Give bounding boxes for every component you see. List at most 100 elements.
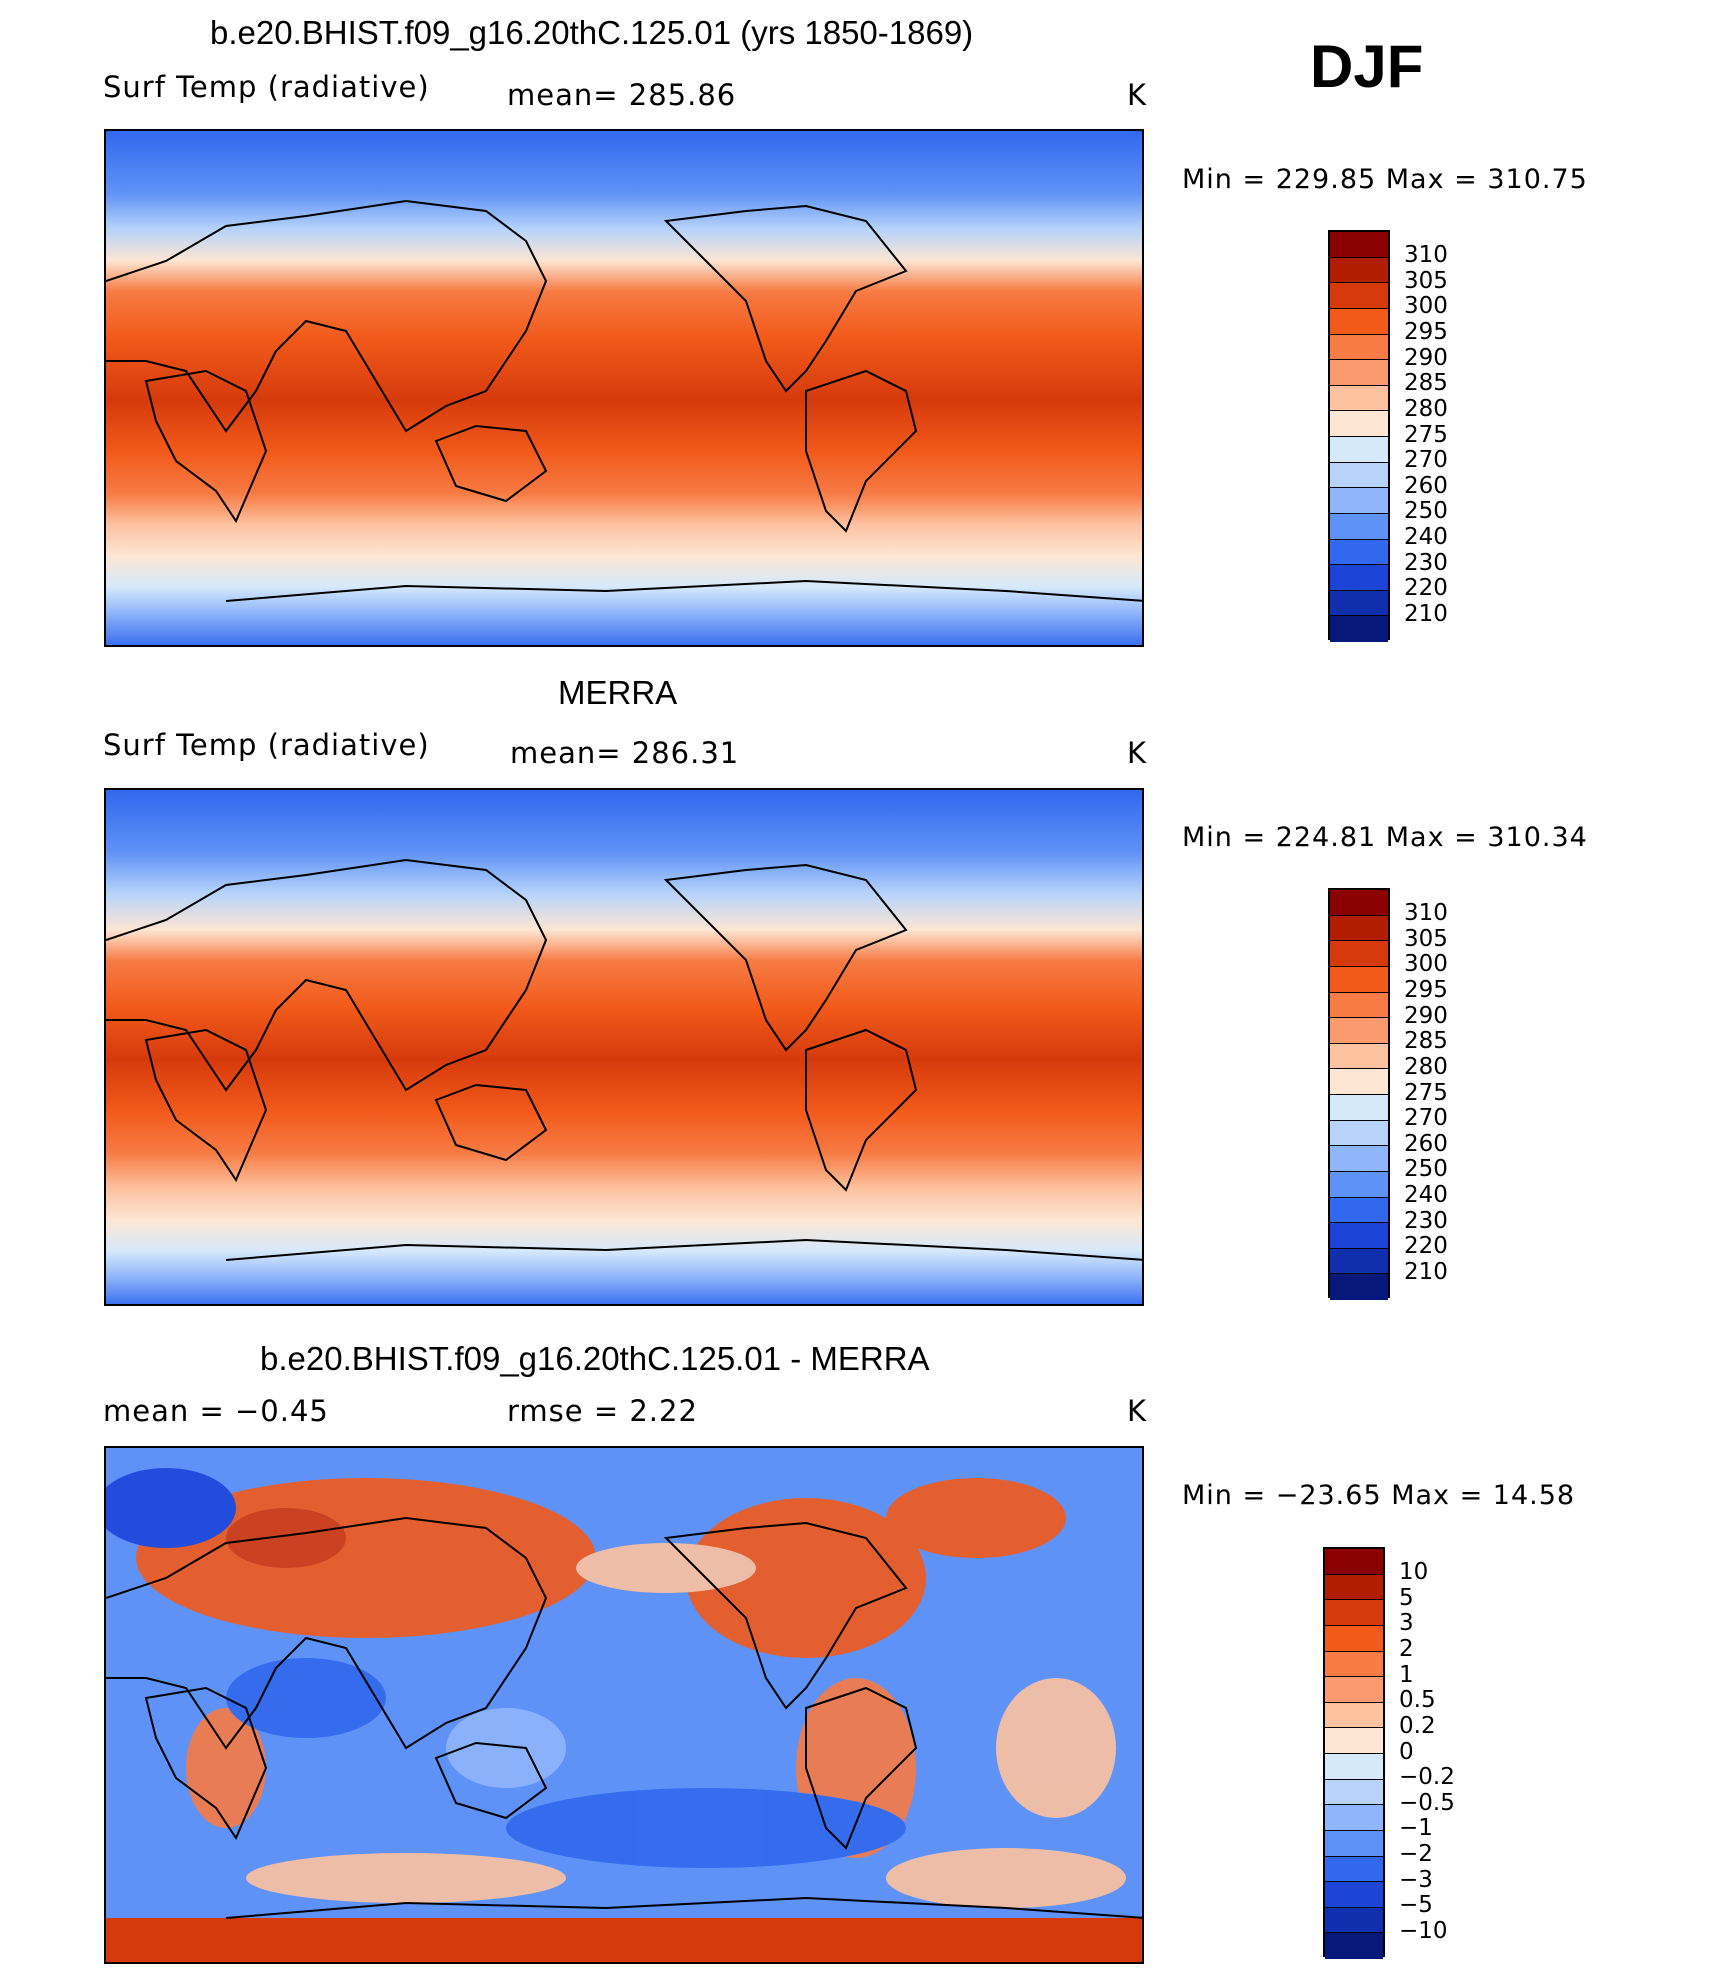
colorbar-swatch bbox=[1325, 1600, 1383, 1626]
colorbar-swatch bbox=[1330, 966, 1388, 993]
panel2-units: K bbox=[1127, 736, 1148, 770]
panel3-map bbox=[104, 1446, 1144, 1964]
colorbar-tick-label: 270 bbox=[1404, 447, 1448, 474]
colorbar-tick-label: 260 bbox=[1404, 1130, 1448, 1157]
colorbar-swatch bbox=[1330, 1223, 1388, 1249]
colorbar-swatch bbox=[1330, 411, 1388, 437]
colorbar-swatch bbox=[1325, 1933, 1383, 1959]
colorbar-swatch bbox=[1330, 1018, 1388, 1044]
colorbar-tick-label: 5 bbox=[1399, 1584, 1414, 1611]
panel3-minmax: Min = −23.65 Max = 14.58 bbox=[1182, 1480, 1576, 1511]
colorbar-swatch bbox=[1325, 1677, 1383, 1703]
colorbar-swatch bbox=[1330, 590, 1388, 617]
colorbar-tick-label: 260 bbox=[1404, 472, 1448, 499]
panel1-minmax: Min = 229.85 Max = 310.75 bbox=[1182, 164, 1588, 195]
colorbar-tick-label: 300 bbox=[1404, 951, 1448, 978]
colorbar-tick-label: 220 bbox=[1404, 1233, 1448, 1260]
colorbar-swatch bbox=[1330, 1248, 1388, 1275]
colorbar-swatch bbox=[1325, 1625, 1383, 1652]
colorbar-swatch bbox=[1325, 1907, 1383, 1934]
colorbar-swatch bbox=[1330, 616, 1388, 642]
colorbar-swatch bbox=[1330, 437, 1388, 463]
colorbar-tick-label: 2 bbox=[1399, 1636, 1414, 1662]
panel3-units: K bbox=[1127, 1394, 1148, 1428]
panel1-title: b.e20.BHIST.f09_g16.20thC.125.01 (yrs 18… bbox=[210, 14, 974, 51]
colorbar-tick-label: 275 bbox=[1404, 421, 1448, 448]
colorbar-tick-label: 280 bbox=[1404, 395, 1448, 422]
colorbar-tick-label: 0 bbox=[1399, 1738, 1414, 1765]
colorbar-tick-label: 275 bbox=[1404, 1079, 1448, 1106]
colorbar-swatch bbox=[1330, 257, 1388, 284]
colorbar-swatch bbox=[1330, 360, 1388, 386]
colorbar-tick-label: −0.5 bbox=[1399, 1789, 1455, 1816]
colorbar-tick-label: 210 bbox=[1404, 600, 1448, 627]
colorbar-tick-label: 295 bbox=[1404, 319, 1448, 345]
colorbar-tick-label: −1 bbox=[1399, 1815, 1433, 1842]
colorbar-tick-label: −2 bbox=[1399, 1841, 1433, 1867]
colorbar-swatch bbox=[1330, 462, 1388, 489]
colorbar-tick-label: 250 bbox=[1404, 1156, 1448, 1183]
colorbar-tick-label: −10 bbox=[1399, 1917, 1448, 1944]
colorbar-swatch bbox=[1330, 232, 1388, 258]
colorbar-tick-label: 230 bbox=[1404, 1207, 1448, 1234]
colorbar-swatch bbox=[1330, 1274, 1388, 1300]
colorbar-tick-label: 285 bbox=[1404, 1028, 1448, 1055]
colorbar-tick-label: 210 bbox=[1404, 1258, 1448, 1285]
colorbar-tick-label: 310 bbox=[1404, 242, 1448, 269]
colorbar-tick-label: 1 bbox=[1399, 1661, 1414, 1688]
colorbar-swatch bbox=[1325, 1754, 1383, 1780]
colorbar-tick-label: 240 bbox=[1404, 1182, 1448, 1208]
colorbar-swatch bbox=[1325, 1574, 1383, 1601]
colorbar-tick-label: 285 bbox=[1404, 370, 1448, 397]
colorbar-swatch bbox=[1330, 1146, 1388, 1172]
colorbar-swatch bbox=[1330, 992, 1388, 1019]
colorbar-swatch bbox=[1325, 1549, 1383, 1575]
colorbar-swatch bbox=[1325, 1651, 1383, 1678]
colorbar-tick-label: 280 bbox=[1404, 1053, 1448, 1080]
colorbar-tick-label: −5 bbox=[1399, 1892, 1433, 1919]
colorbar-swatch bbox=[1330, 539, 1388, 566]
colorbar-swatch bbox=[1325, 1702, 1383, 1729]
colorbar-tick-label: 290 bbox=[1404, 344, 1448, 371]
panel2-colorbar bbox=[1328, 888, 1390, 1300]
colorbar-swatch bbox=[1325, 1779, 1383, 1806]
colorbar-swatch bbox=[1330, 283, 1388, 309]
colorbar-swatch bbox=[1325, 1728, 1383, 1754]
panel3-mean-label: mean = −0.45 bbox=[103, 1394, 329, 1428]
panel3-rmse-label: rmse = 2.22 bbox=[507, 1394, 698, 1428]
colorbar-tick-label: 305 bbox=[1404, 267, 1448, 294]
colorbar-swatch bbox=[1330, 941, 1388, 967]
panel1-units: K bbox=[1127, 78, 1148, 112]
colorbar-tick-label: 310 bbox=[1404, 900, 1448, 927]
colorbar-tick-label: 220 bbox=[1404, 575, 1448, 602]
panel1-colorbar bbox=[1328, 230, 1390, 642]
colorbar-swatch bbox=[1330, 1095, 1388, 1121]
panel1-mean-label: mean= 285.86 bbox=[507, 78, 737, 112]
colorbar-swatch bbox=[1330, 334, 1388, 361]
colorbar-tick-label: 300 bbox=[1404, 293, 1448, 320]
colorbar-tick-label: 10 bbox=[1399, 1559, 1429, 1586]
colorbar-tick-label: 295 bbox=[1404, 977, 1448, 1003]
colorbar-tick-label: 270 bbox=[1404, 1105, 1448, 1132]
colorbar-swatch bbox=[1325, 1830, 1383, 1857]
colorbar-swatch bbox=[1330, 308, 1388, 335]
colorbar-swatch bbox=[1330, 1043, 1388, 1070]
colorbar-swatch bbox=[1330, 488, 1388, 514]
colorbar-swatch bbox=[1330, 385, 1388, 412]
colorbar-tick-label: 305 bbox=[1404, 925, 1448, 952]
panel2-title: MERRA bbox=[558, 674, 678, 711]
colorbar-swatch bbox=[1330, 513, 1388, 540]
colorbar-tick-label: 240 bbox=[1404, 524, 1448, 550]
colorbar-tick-label: 3 bbox=[1399, 1610, 1414, 1637]
colorbar-swatch bbox=[1325, 1856, 1383, 1883]
colorbar-tick-label: 0.2 bbox=[1399, 1712, 1436, 1739]
panel1-variable-label: Surf Temp (radiative) bbox=[103, 70, 430, 104]
panel2-variable-label: Surf Temp (radiative) bbox=[103, 728, 430, 762]
colorbar-swatch bbox=[1330, 1120, 1388, 1147]
colorbar-swatch bbox=[1330, 565, 1388, 591]
colorbar-tick-label: −0.2 bbox=[1399, 1764, 1455, 1791]
colorbar-swatch bbox=[1325, 1805, 1383, 1831]
panel3-colorbar bbox=[1323, 1547, 1385, 1959]
panel2-minmax: Min = 224.81 Max = 310.34 bbox=[1182, 822, 1588, 853]
colorbar-tick-label: 290 bbox=[1404, 1002, 1448, 1029]
